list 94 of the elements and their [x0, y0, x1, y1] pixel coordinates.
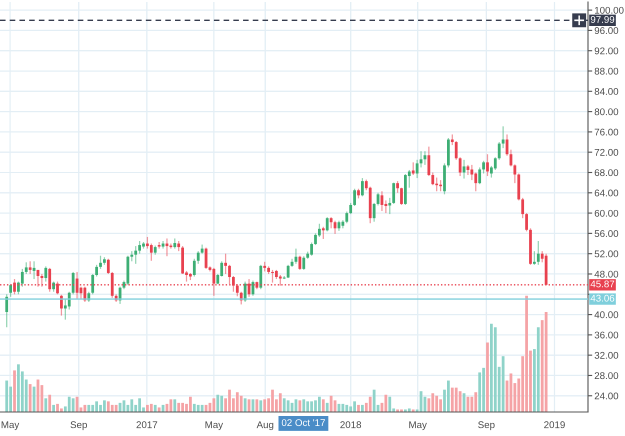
y-tick-label: 56.00 [594, 230, 618, 238]
bar [318, 396, 321, 412]
bar [32, 386, 36, 412]
x-tick-label: Aug [256, 421, 274, 430]
bar [338, 404, 340, 412]
bar [271, 390, 274, 412]
x-tick-label: May [205, 421, 224, 430]
bar [181, 402, 184, 412]
bar [502, 356, 505, 412]
bar [330, 396, 333, 412]
bar [482, 368, 485, 412]
text: 02 Oct '17 [282, 419, 325, 426]
candlestick [158, 241, 161, 250]
bar [544, 312, 548, 412]
y-tick-label: 80.00 [594, 108, 618, 116]
bar [294, 399, 298, 412]
bar [169, 399, 172, 412]
bar [447, 380, 450, 412]
bar [361, 404, 364, 412]
bar [525, 296, 528, 412]
bar [486, 342, 489, 412]
y-tick-label: 64.00 [594, 190, 618, 196]
bar [60, 408, 63, 412]
bar [83, 404, 86, 412]
bar [36, 380, 40, 412]
bar [244, 398, 247, 412]
bar [228, 390, 231, 412]
y-tick-label: 84.00 [594, 88, 618, 95]
bar [189, 396, 192, 412]
y-tick-label: 100.00 [594, 6, 624, 14]
y-tick-label: 60.00 [594, 210, 618, 217]
bar [341, 404, 344, 412]
bar [466, 396, 470, 412]
bar [204, 404, 208, 412]
bar [162, 404, 164, 412]
y-tick-label: 40.00 [594, 311, 618, 318]
bar [200, 404, 204, 412]
y-tick-label: 52.00 [594, 250, 618, 258]
y-tick-label: 72.00 [594, 148, 618, 156]
x-tick-label: 2018 [340, 421, 362, 428]
bar [353, 401, 356, 412]
bar [310, 401, 313, 412]
bar [208, 402, 212, 412]
bar [56, 404, 59, 412]
bar [372, 390, 376, 412]
bar [490, 324, 493, 412]
bar [458, 391, 462, 412]
y-tick-label: 28.00 [594, 372, 618, 380]
bar [252, 399, 254, 412]
x-tick-label: 2017 [136, 421, 158, 428]
y-tick-label: 24.00 [594, 392, 618, 400]
bar [248, 399, 250, 412]
bar [420, 391, 422, 412]
y-tick-label: 36.00 [594, 332, 618, 338]
bar [146, 404, 149, 412]
bar [166, 404, 168, 412]
bar [13, 370, 16, 412]
bar [158, 407, 161, 412]
bar [298, 400, 302, 412]
bar [52, 404, 56, 412]
y-tick-label: 32.00 [594, 352, 618, 359]
bar [17, 364, 20, 412]
bar [290, 402, 294, 412]
bar [103, 400, 106, 412]
bar [510, 373, 512, 412]
y-tick-label: 88.00 [594, 68, 618, 75]
bar [439, 399, 442, 412]
x-tick-label: 2019 [544, 421, 565, 428]
y-tick-label: 92.00 [594, 47, 618, 54]
x-tick-label: Sep [70, 421, 87, 430]
bar [122, 400, 126, 412]
y-tick-label: 68.00 [594, 169, 618, 176]
y-tick-label: 48.00 [594, 270, 618, 278]
x-tick-label: May [2, 421, 20, 430]
bar [334, 400, 336, 412]
y-tick-label: 96.00 [594, 27, 618, 34]
bar [118, 402, 122, 412]
ref-line-label: 43.06 [590, 294, 614, 302]
x-tick-label: Sep [478, 421, 495, 430]
bar [286, 400, 290, 412]
bar [255, 399, 258, 412]
x-tick-label: May [409, 421, 427, 430]
bar [314, 400, 317, 412]
bar [384, 394, 388, 412]
bar [138, 398, 141, 412]
ref-line-label: 97.99 [590, 16, 614, 23]
bar [99, 404, 102, 412]
bar [95, 401, 98, 412]
y-tick-label: 76.00 [594, 128, 618, 136]
bar [462, 393, 466, 412]
bar [357, 404, 360, 412]
bar [76, 396, 78, 412]
bar [212, 398, 216, 412]
ref-line-label: 45.87 [590, 280, 614, 288]
